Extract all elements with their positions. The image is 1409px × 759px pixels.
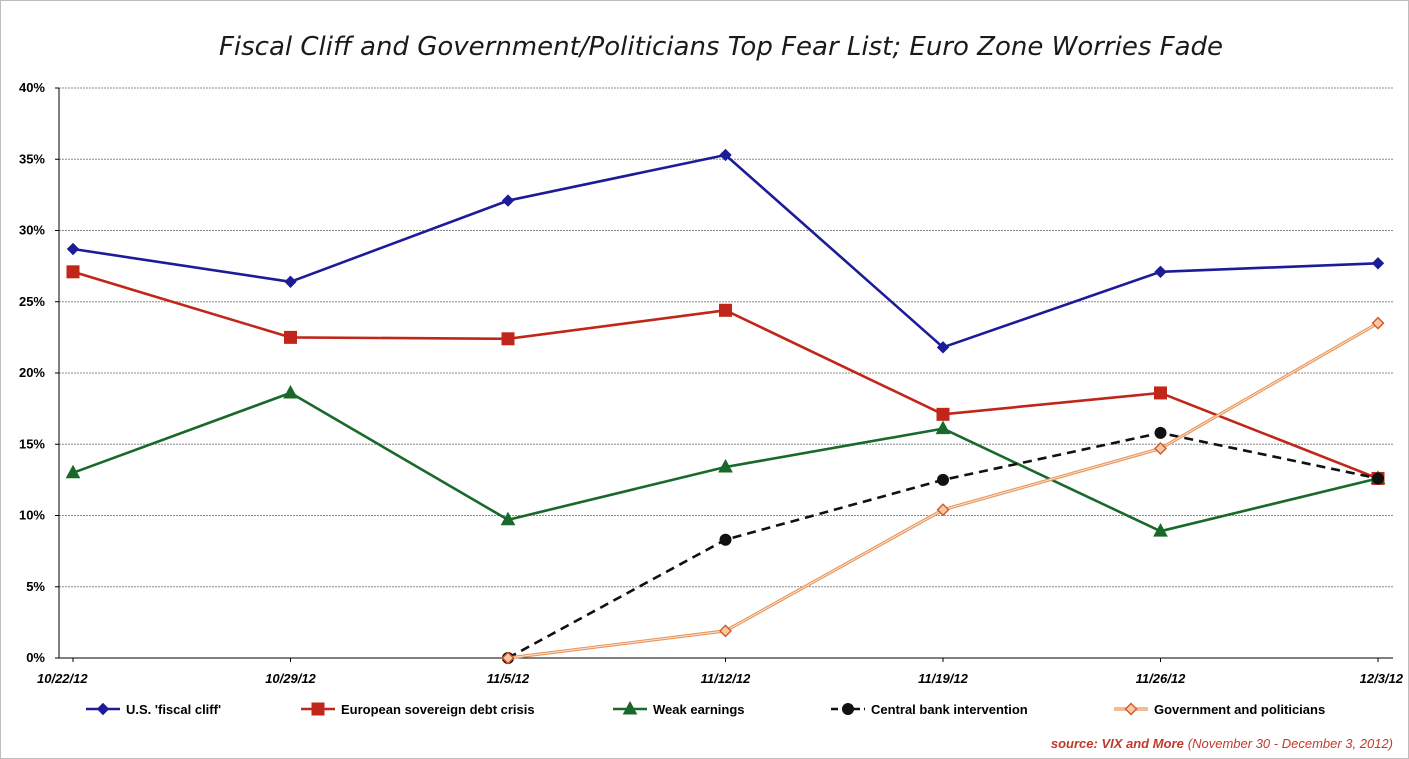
- data-point: [501, 332, 515, 346]
- data-point: [1371, 257, 1385, 270]
- data-point: [1154, 426, 1167, 439]
- x-tick-label: 11/19/12: [918, 671, 968, 686]
- x-tick-label: 12/3/12: [1360, 671, 1404, 686]
- data-point: [936, 341, 950, 354]
- legend-item: U.S. 'fiscal cliff': [86, 702, 221, 717]
- x-tick-label: 11/5/12: [487, 671, 530, 686]
- series-line: [507, 431, 1379, 660]
- y-tick-label: 20%: [19, 365, 45, 380]
- source-label: source: VIX and More: [1051, 736, 1184, 751]
- data-point: [501, 194, 515, 207]
- series-5: [501, 316, 1385, 665]
- data-point: [719, 624, 732, 638]
- chart-title: Fiscal Cliff and Government/Politicians …: [219, 32, 1223, 62]
- data-point: [1154, 442, 1167, 456]
- legend-item: Government and politicians: [1114, 702, 1325, 717]
- legend-label: Government and politicians: [1154, 702, 1325, 717]
- data-point: [719, 303, 732, 317]
- data-point: [501, 651, 515, 665]
- data-point: [1371, 316, 1385, 330]
- series-line: [72, 270, 1379, 480]
- data-point: [719, 148, 732, 162]
- x-tick-label: 10/22/12: [37, 671, 88, 686]
- data-point: [284, 275, 297, 289]
- legend-marker: [311, 702, 325, 716]
- data-point: [284, 330, 297, 344]
- series-line: [72, 153, 1379, 349]
- legend-label: Central bank intervention: [871, 702, 1028, 717]
- data-point: [500, 511, 516, 526]
- y-tick-label: 30%: [19, 223, 45, 238]
- y-tick-label: 15%: [19, 436, 45, 451]
- source-dates: (November 30 - December 3, 2012): [1188, 736, 1393, 751]
- y-tick-label: 0%: [26, 650, 45, 665]
- gridlines: [59, 87, 1393, 588]
- y-tick-label: 10%: [19, 508, 45, 523]
- legend: U.S. 'fiscal cliff' European sovereign de…: [86, 700, 1325, 717]
- data-point: [66, 242, 80, 256]
- legend-label: U.S. 'fiscal cliff': [126, 702, 221, 717]
- x-tick-label: 11/12/12: [701, 671, 751, 686]
- series-3: [65, 384, 1386, 537]
- x-tick-label: 10/29/12: [265, 671, 316, 686]
- legend-marker: [96, 702, 110, 716]
- legend-marker: [1124, 702, 1138, 716]
- series-2: [66, 265, 1385, 485]
- data-point: [937, 473, 949, 486]
- data-point: [936, 503, 950, 517]
- legend-marker: [842, 703, 854, 715]
- data-point: [718, 459, 733, 473]
- data-point: [1154, 265, 1167, 279]
- legend-label: Weak earnings: [653, 702, 745, 717]
- data-point: [283, 384, 298, 399]
- data-point: [1372, 472, 1384, 485]
- y-tick-label: 5%: [26, 579, 45, 594]
- legend-item: Central bank intervention: [831, 702, 1028, 717]
- legend-item: European sovereign debt crisis: [301, 702, 535, 717]
- source-note: source: VIX and More (November 30 - Decem…: [1051, 736, 1393, 751]
- series-4: [502, 426, 1384, 664]
- data-point: [719, 533, 732, 546]
- data-point: [65, 464, 81, 479]
- series-group: [65, 148, 1386, 665]
- legend-label: European sovereign debt crisis: [341, 702, 535, 717]
- data-point: [1153, 523, 1168, 537]
- x-axis-ticks: 10/22/12 10/29/12 11/5/12 11/12/12 11/19/12 1…: [37, 658, 1404, 686]
- data-point: [1154, 386, 1167, 400]
- data-point: [66, 265, 80, 279]
- legend-marker: [622, 700, 638, 715]
- data-point: [936, 407, 950, 421]
- series-1: [66, 148, 1385, 354]
- y-axis-ticks: 0% 5% 10% 15% 20% 25% 30% 35% 40%: [19, 80, 59, 665]
- y-tick-label: 40%: [19, 80, 45, 95]
- y-tick-label: 35%: [19, 151, 45, 166]
- data-point: [935, 420, 951, 435]
- legend-item: Weak earnings: [613, 700, 745, 717]
- y-tick-label: 25%: [19, 294, 45, 309]
- x-tick-label: 11/26/12: [1136, 671, 1186, 686]
